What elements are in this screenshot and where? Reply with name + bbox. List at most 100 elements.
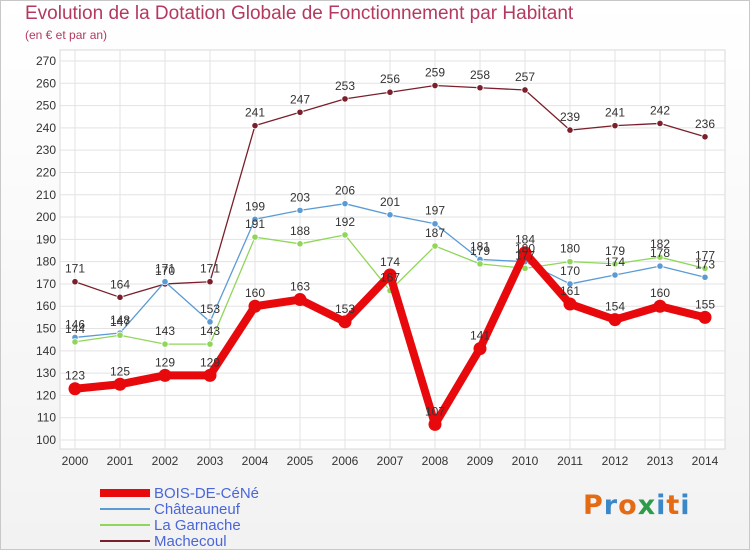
data-label: 170 xyxy=(155,264,175,278)
data-point xyxy=(698,310,712,324)
logo-letter: i xyxy=(680,490,691,521)
data-point xyxy=(653,299,667,313)
logo-letter: r xyxy=(603,490,619,521)
data-label: 171 xyxy=(155,262,175,276)
data-point xyxy=(656,253,664,261)
y-tick-label: 170 xyxy=(36,277,56,291)
y-tick-label: 270 xyxy=(36,54,56,68)
data-point xyxy=(566,126,574,134)
logo-letter: o xyxy=(618,490,638,521)
data-label: 197 xyxy=(425,204,445,218)
data-point xyxy=(296,206,304,214)
data-point xyxy=(431,81,439,90)
data-point xyxy=(203,368,217,382)
data-label: 148 xyxy=(110,313,130,327)
data-point xyxy=(563,297,577,311)
data-label: 161 xyxy=(560,284,580,298)
y-tick-label: 190 xyxy=(36,232,56,246)
data-label: 241 xyxy=(245,106,265,120)
data-label: 257 xyxy=(515,70,535,84)
x-tick-label: 2006 xyxy=(332,454,359,468)
legend-label: BOIS-DE-CéNé xyxy=(154,485,259,502)
data-point xyxy=(341,200,349,208)
data-point xyxy=(476,84,484,92)
data-point xyxy=(338,315,352,329)
data-label: 107 xyxy=(425,404,445,418)
data-point xyxy=(701,264,709,272)
data-point xyxy=(386,211,394,219)
data-label: 242 xyxy=(650,103,670,117)
y-tick-label: 220 xyxy=(36,165,56,179)
data-label: 144 xyxy=(65,322,85,336)
y-tick-label: 200 xyxy=(36,210,56,224)
data-label: 241 xyxy=(605,106,625,120)
data-label: 247 xyxy=(290,92,310,106)
x-tick-label: 2003 xyxy=(197,454,224,468)
y-tick-label: 140 xyxy=(36,344,56,358)
x-tick-label: 2007 xyxy=(377,454,404,468)
data-label: 203 xyxy=(290,190,310,204)
x-tick-label: 2008 xyxy=(422,454,449,468)
data-label: 174 xyxy=(605,255,625,269)
data-point xyxy=(113,377,127,391)
data-label: 178 xyxy=(650,246,670,260)
y-tick-label: 110 xyxy=(37,411,56,425)
data-point xyxy=(206,318,214,326)
data-point xyxy=(611,271,619,279)
x-tick-label: 2014 xyxy=(692,454,719,468)
data-point xyxy=(71,338,79,346)
data-label: 259 xyxy=(425,66,445,80)
data-point xyxy=(611,122,619,130)
plot-area xyxy=(59,49,726,450)
data-point xyxy=(701,133,709,141)
data-label: 160 xyxy=(245,286,265,300)
data-label: 192 xyxy=(335,215,355,229)
data-point xyxy=(251,233,259,241)
data-label: 123 xyxy=(65,369,85,383)
data-label: 179 xyxy=(470,244,490,258)
chart-subtitle: (en € et par an) xyxy=(25,28,108,42)
data-label: 256 xyxy=(380,72,400,86)
x-tick-label: 2001 xyxy=(107,454,134,468)
data-label: 164 xyxy=(110,277,130,291)
data-point xyxy=(296,108,304,116)
legend-label: La Garnache xyxy=(154,517,241,534)
data-label: 155 xyxy=(695,297,715,311)
y-tick-label: 130 xyxy=(36,366,56,380)
logo-letter: P xyxy=(583,490,604,521)
data-point xyxy=(521,86,529,94)
data-point xyxy=(116,331,124,339)
data-label: 177 xyxy=(515,248,535,262)
data-point xyxy=(428,417,442,431)
data-point xyxy=(608,313,622,327)
data-label: 167 xyxy=(380,271,400,285)
data-point xyxy=(473,342,487,356)
data-label: 188 xyxy=(290,224,310,238)
data-label: 199 xyxy=(245,199,265,213)
data-point xyxy=(476,260,484,268)
data-label: 191 xyxy=(245,217,265,231)
legend-label: Machecoul xyxy=(154,533,227,550)
data-label: 258 xyxy=(470,68,490,82)
data-label: 143 xyxy=(200,324,220,338)
data-point xyxy=(431,242,439,250)
data-label: 206 xyxy=(335,184,355,198)
y-tick-label: 160 xyxy=(36,299,56,313)
data-label: 236 xyxy=(695,117,715,131)
data-point xyxy=(116,293,124,301)
data-label: 153 xyxy=(335,302,355,316)
data-point xyxy=(71,278,79,286)
data-label: 129 xyxy=(200,355,220,369)
data-point xyxy=(161,278,169,286)
y-tick-label: 260 xyxy=(36,76,56,90)
data-label: 180 xyxy=(515,242,535,256)
x-tick-label: 2002 xyxy=(152,454,179,468)
data-label: 179 xyxy=(605,244,625,258)
data-label: 153 xyxy=(200,302,220,316)
data-point xyxy=(518,246,532,260)
legend-label: Châteauneuf xyxy=(154,501,241,518)
data-label: 253 xyxy=(335,79,355,93)
data-label: 146 xyxy=(65,317,85,331)
logo-letter: i xyxy=(656,490,667,521)
